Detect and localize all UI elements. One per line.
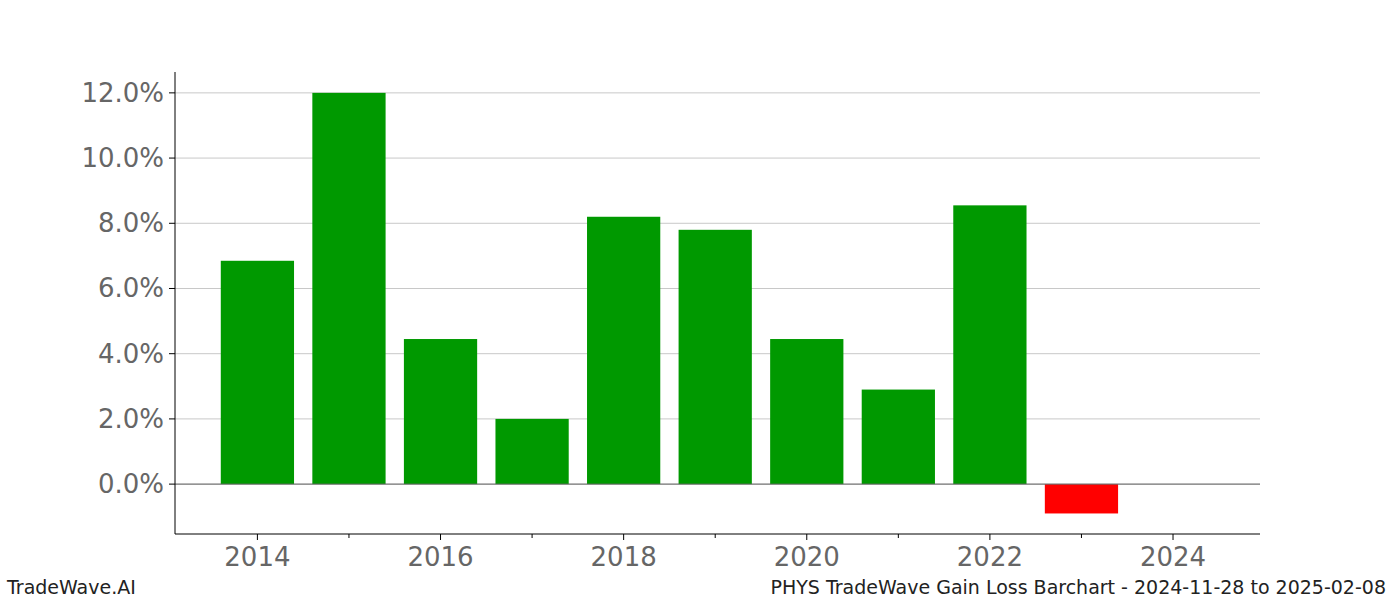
x-tick (989, 534, 990, 540)
x-tick-label: 2020 (774, 542, 840, 572)
y-tick (169, 353, 175, 354)
x-tick (257, 534, 258, 540)
x-minor-tick (532, 534, 533, 538)
x-tick (440, 534, 441, 540)
x-tick (623, 534, 624, 540)
x-axis (175, 534, 1260, 535)
source: TradeWave.AI (6, 576, 136, 598)
bar (312, 93, 385, 484)
title: PHYS TradeWave Gain Loss Barchart - 2024… (771, 576, 1387, 598)
y-tick (169, 484, 175, 485)
x-tick-label: 2024 (1140, 542, 1206, 572)
x-tick (1173, 534, 1174, 540)
y-tick-label: 2.0% (98, 404, 164, 434)
bar (1045, 484, 1118, 513)
y-tick-label: 8.0% (98, 208, 164, 238)
y-tick-label: 10.0% (81, 143, 164, 173)
y-tick (169, 158, 175, 159)
bar (862, 390, 935, 485)
x-tick-label: 2014 (224, 542, 290, 572)
bar (770, 339, 843, 484)
bar (953, 205, 1026, 484)
x-tick-label: 2022 (957, 542, 1023, 572)
y-axis (175, 72, 176, 534)
zero-line (175, 484, 1260, 485)
y-tick-label: 0.0% (98, 469, 164, 499)
x-tick (806, 534, 807, 540)
y-tick-label: 12.0% (81, 78, 164, 108)
bar (679, 230, 752, 484)
x-tick-label: 2018 (591, 542, 657, 572)
x-minor-tick (1081, 534, 1082, 538)
x-minor-tick (348, 534, 349, 538)
chart: 0.0% 2.0% 4.0% 6.0% 8.0% 10.0% 12.0% 2014 2016 20… (0, 0, 1400, 600)
y-tick (169, 418, 175, 419)
x-minor-tick (715, 534, 716, 538)
x-tick-label: 2016 (407, 542, 473, 572)
y-tick (169, 288, 175, 289)
y-tick-label: 6.0% (98, 273, 164, 303)
y-tick-label: 4.0% (98, 339, 164, 369)
bar (495, 419, 568, 484)
bar (404, 339, 477, 484)
y-tick (169, 223, 175, 224)
grid-line (175, 484, 1260, 485)
bar (221, 261, 294, 484)
bars (221, 93, 1118, 514)
bar (587, 217, 660, 484)
y-tick (169, 92, 175, 93)
x-minor-tick (898, 534, 899, 538)
